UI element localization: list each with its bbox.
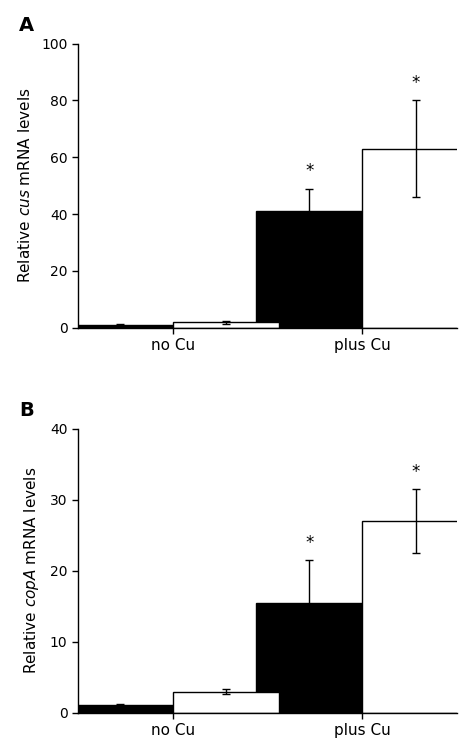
Bar bbox=[173, 322, 279, 328]
Bar bbox=[363, 521, 469, 713]
Bar bbox=[256, 602, 363, 713]
Text: *: * bbox=[411, 463, 420, 481]
Y-axis label: Relative $\mathit{copA}$ mRNA levels: Relative $\mathit{copA}$ mRNA levels bbox=[22, 467, 41, 674]
Bar bbox=[66, 705, 173, 713]
Bar bbox=[66, 325, 173, 328]
Text: B: B bbox=[19, 401, 34, 421]
Text: *: * bbox=[305, 534, 313, 552]
Text: *: * bbox=[411, 74, 420, 92]
Text: *: * bbox=[305, 162, 313, 180]
Y-axis label: Relative $\mathit{cus}$ mRNA levels: Relative $\mathit{cus}$ mRNA levels bbox=[17, 88, 33, 283]
Bar bbox=[363, 149, 469, 328]
Bar bbox=[173, 692, 279, 713]
Text: A: A bbox=[19, 16, 34, 35]
Bar bbox=[256, 211, 363, 328]
